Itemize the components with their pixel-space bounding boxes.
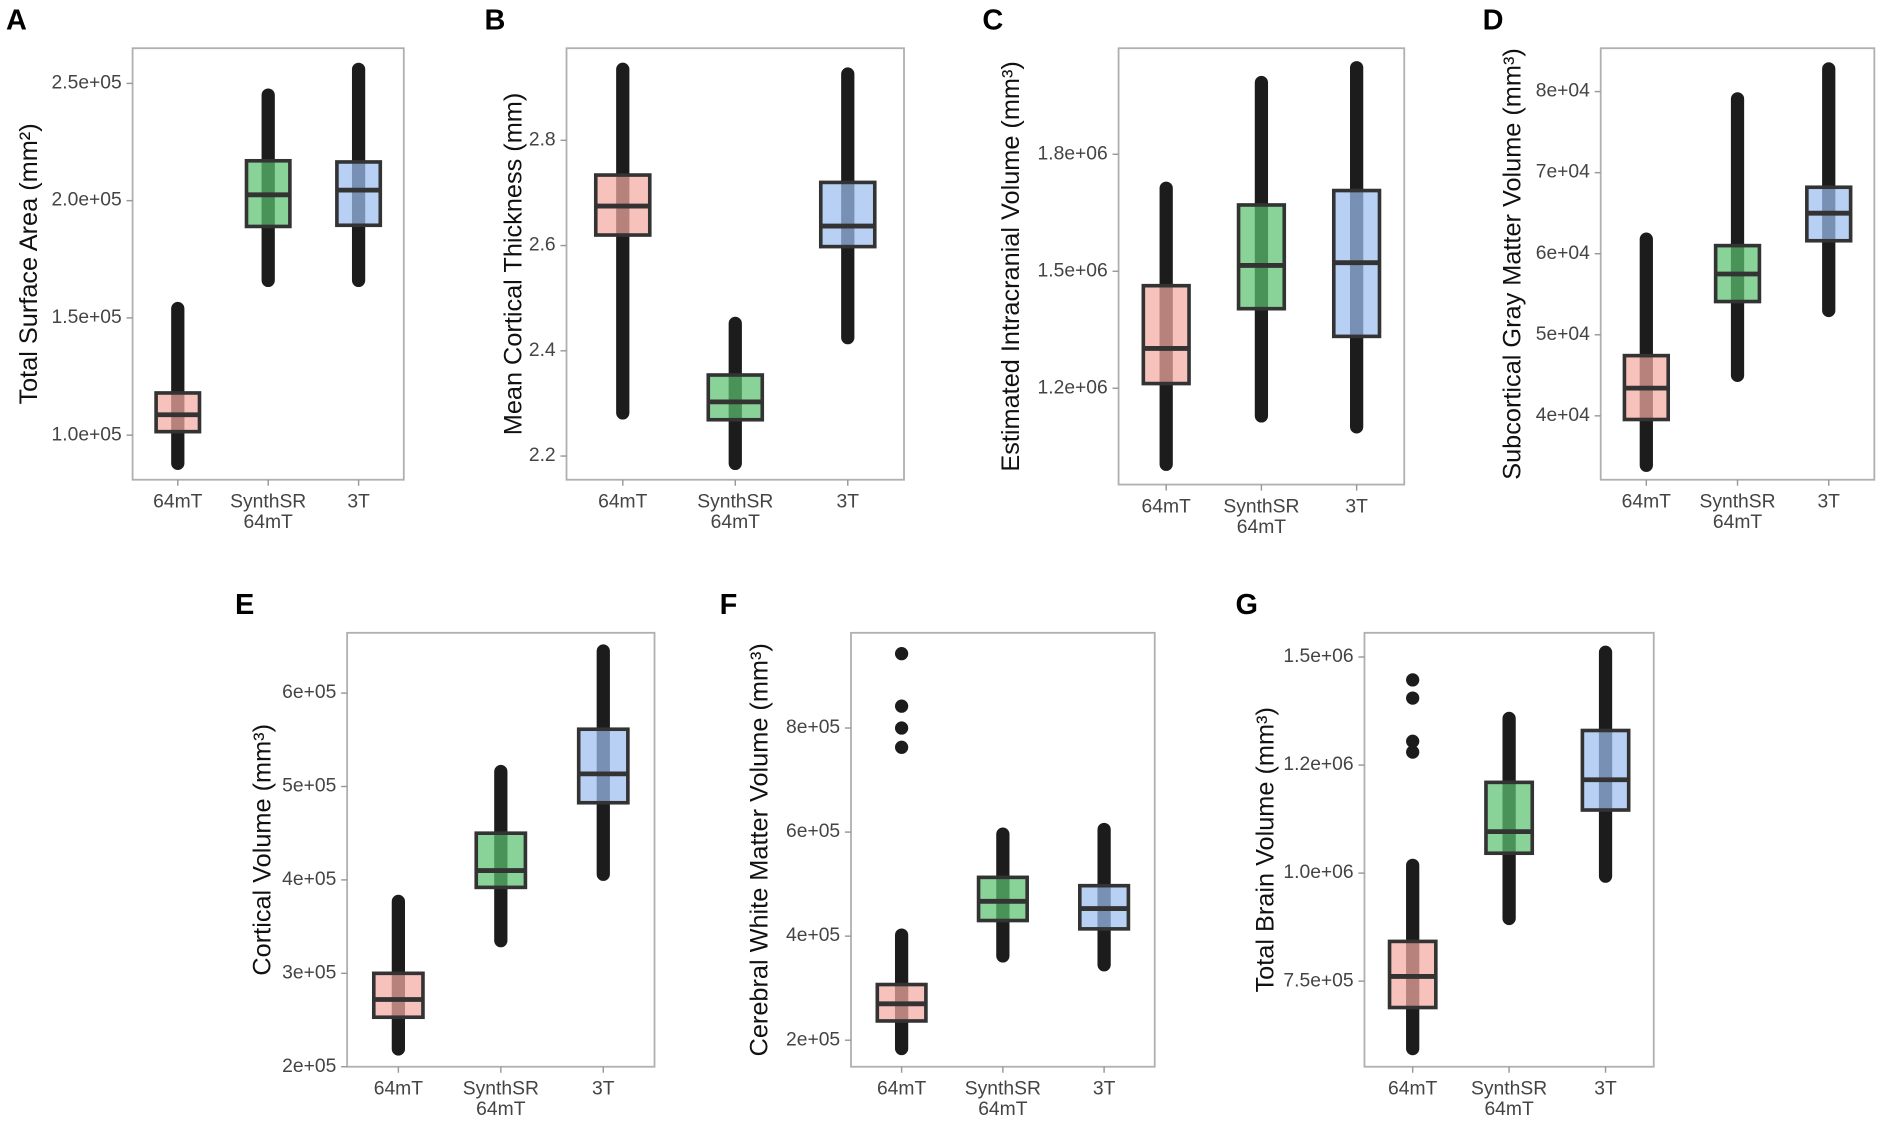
outlier (1406, 745, 1420, 759)
y-tick-label: 2.8 (529, 129, 556, 150)
y-tick-label: 1.2e+06 (1283, 754, 1353, 775)
outlier (894, 646, 909, 661)
y-tick-label: 2.5e+05 (52, 72, 122, 93)
y-tick-label: 4e+04 (1536, 405, 1590, 426)
x-tick-label: SynthSR 64mT (1223, 496, 1300, 538)
box (1141, 283, 1191, 386)
box (706, 373, 765, 422)
y-tick-label: 2.0e+05 (52, 190, 122, 211)
x-tick-label: 64mT (598, 491, 648, 513)
y-axis-label: Cortical Volume (mm³) (249, 724, 277, 976)
x-tick-label: 64mT (1141, 496, 1191, 518)
x-tick-label: SynthSR 64mT (462, 1078, 539, 1120)
outlier (1406, 691, 1420, 705)
panel-letter: B (485, 4, 506, 36)
box (474, 831, 528, 890)
y-tick-label: 1.2e+06 (1038, 377, 1108, 398)
x-tick-label: 3T (1092, 1078, 1116, 1100)
y-tick-label: 1.5e+06 (1283, 646, 1353, 667)
box (335, 160, 383, 228)
y-tick-label: 7e+04 (1536, 162, 1590, 183)
x-tick-label: 3T (1594, 1078, 1617, 1100)
box (154, 391, 202, 434)
y-tick-label: 6e+05 (786, 821, 840, 842)
y-tick-label: 2.6 (529, 235, 556, 256)
y-tick-label: 5e+04 (1536, 324, 1590, 345)
x-tick-label: SynthSR 64mT (1699, 491, 1776, 533)
x-tick-label: SynthSR 64mT (964, 1078, 1041, 1120)
y-axis-label: Mean Cortical Thickness (mm) (499, 93, 527, 436)
y-tick-label: 4e+05 (786, 925, 840, 946)
x-tick-label: SynthSR 64mT (1471, 1078, 1548, 1120)
x-tick-label: SynthSR 64mT (230, 491, 307, 533)
panel-letter: G (1235, 589, 1257, 621)
y-tick-label: 1.0e+06 (1283, 862, 1353, 883)
y-tick-label: 3e+05 (282, 962, 336, 983)
y-tick-label: 5e+05 (282, 776, 336, 797)
x-tick-label: 3T (347, 491, 370, 513)
y-tick-label: 4e+05 (282, 869, 336, 890)
outlier (1406, 734, 1420, 748)
y-tick-label: 2.2 (529, 445, 556, 466)
x-tick-label: 3T (1345, 496, 1368, 518)
y-tick-label: 2e+05 (282, 1056, 336, 1077)
y-tick-label: 1.5e+05 (52, 307, 122, 328)
y-tick-label: 1.0e+05 (52, 424, 122, 445)
y-axis-label: Total Surface Area (mm²) (15, 123, 43, 404)
x-tick-label: SynthSR 64mT (697, 491, 774, 533)
outlier (894, 699, 909, 713)
x-tick-label: 3T (592, 1078, 615, 1100)
y-tick-label: 7.5e+05 (1283, 970, 1353, 991)
panel-letter: E (235, 589, 254, 621)
y-tick-label: 2.4 (529, 340, 556, 361)
panel-letter: A (6, 4, 27, 36)
y-axis-label: Total Brain Volume (mm³) (1252, 707, 1280, 992)
panel-letter: C (982, 4, 1003, 36)
box (371, 971, 425, 1020)
x-tick-label: 64mT (153, 491, 203, 513)
box (1484, 780, 1535, 856)
x-tick-label: 3T (836, 491, 860, 513)
y-tick-label: 1.5e+06 (1038, 260, 1108, 281)
y-tick-label: 6e+04 (1536, 243, 1590, 264)
x-tick-label: 64mT (876, 1078, 927, 1100)
x-tick-label: 3T (1817, 491, 1840, 513)
panel-letter: D (1483, 4, 1504, 36)
y-tick-label: 6e+05 (282, 682, 336, 703)
box (1236, 203, 1287, 311)
box (1580, 728, 1631, 812)
outlier (894, 740, 909, 754)
y-tick-label: 8e+04 (1536, 81, 1590, 102)
box (576, 727, 630, 805)
outlier (1406, 673, 1420, 687)
outlier (894, 721, 909, 735)
panel-letter: F (720, 589, 738, 621)
y-axis-label: Subcortical Gray Matter Volume (mm³) (1499, 48, 1527, 480)
y-axis-label: Estimated Intracranial Volume (mm³) (997, 61, 1025, 472)
box (818, 180, 877, 249)
y-tick-label: 8e+05 (786, 717, 840, 738)
x-tick-label: 64mT (373, 1078, 424, 1100)
y-tick-label: 2e+05 (786, 1029, 840, 1050)
x-tick-label: 64mT (1388, 1078, 1438, 1100)
y-tick-label: 1.8e+06 (1038, 143, 1108, 164)
y-axis-label: Cerebral White Matter Volume (mm³) (745, 643, 773, 1056)
x-tick-label: 64mT (1621, 491, 1671, 513)
